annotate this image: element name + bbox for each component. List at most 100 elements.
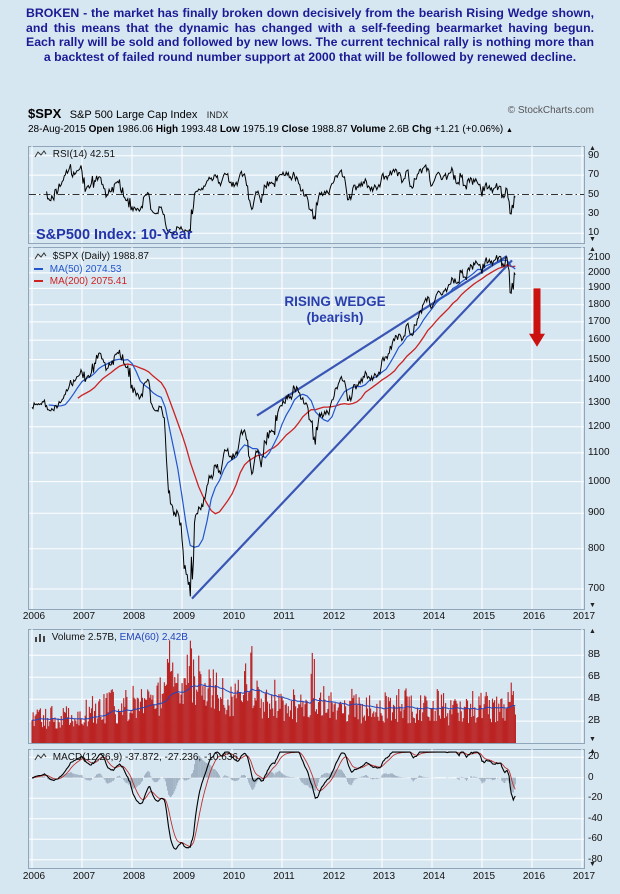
wedge-annotation: RISING WEDGE (bearish) xyxy=(230,294,440,326)
macd-legend: MACD(12,26,9) -37.872, -27.236, -10.636 xyxy=(34,752,238,765)
x-tick-label: 2007 xyxy=(72,611,96,622)
wedge-annotation-line1: RISING WEDGE xyxy=(284,294,386,309)
x-tick-label: 2008 xyxy=(122,611,146,622)
x-tick-label: 2012 xyxy=(322,611,346,622)
macd-panel xyxy=(28,749,585,869)
quote-field-label: High xyxy=(153,124,181,135)
y-tick-label: 10 xyxy=(588,227,600,239)
x-tick-label: 2011 xyxy=(273,871,295,882)
chart-title-annotation: S&P500 Index: 10-Year xyxy=(36,227,193,243)
y-tick-label: 1200 xyxy=(588,420,611,432)
y-tick-label: 1900 xyxy=(588,282,611,294)
quote-fields: Open 1986.06 High 1993.48 Low 1975.19 Cl… xyxy=(89,124,504,135)
macd-value-3: -10.636 xyxy=(204,752,238,763)
price-legend: $SPX (Daily) 1988.87 MA(50) 2074.53 MA(2… xyxy=(34,251,149,289)
macd-value-1: -37.872, xyxy=(125,752,162,763)
volume-ema-label: EMA(60) 2.42B xyxy=(119,632,188,643)
x-tick-label: 2017 xyxy=(572,611,596,622)
x-tick-label: 2009 xyxy=(172,871,196,882)
y-tick-label: 50 xyxy=(588,188,600,200)
x-tick-label: 2012 xyxy=(322,871,346,882)
index-name: S&P 500 Large Cap Index xyxy=(69,109,198,121)
bar-chart-icon xyxy=(35,633,45,642)
y-tick-label: 1500 xyxy=(588,353,611,365)
ma200-legend-label: MA(200) 2075.41 xyxy=(49,276,128,287)
rsi-legend-label: RSI(14) 42.51 xyxy=(52,149,116,160)
quote-field-label: Chg xyxy=(409,124,435,135)
quote-date: 28-Aug-2015 xyxy=(28,124,86,135)
ma200-swatch-icon xyxy=(34,280,43,283)
volume-panel xyxy=(28,629,585,744)
y-tick-label: -20 xyxy=(588,792,603,804)
analyst-commentary: BROKEN - the market has finally broken d… xyxy=(26,6,594,64)
y-tick-label: 1800 xyxy=(588,298,611,310)
x-tick-label: 2016 xyxy=(522,611,546,622)
y-tick-label: -80 xyxy=(588,853,603,865)
quote-field-value: 2.6B xyxy=(388,124,410,135)
x-tick-label: 2016 xyxy=(522,871,546,882)
quote-field-value: 1993.48 xyxy=(180,124,218,135)
y-tick-label: 1100 xyxy=(588,446,610,458)
y-tick-label: 0 xyxy=(588,771,594,783)
y-tick-label: 2100 xyxy=(588,252,611,264)
x-tick-label: 2015 xyxy=(472,871,496,882)
copyright-label: © StockCharts.com xyxy=(507,105,594,116)
y-tick-label: 800 xyxy=(588,542,605,554)
axis-scroll-down-icon: ▼ xyxy=(589,736,596,743)
y-tick-label: 2B xyxy=(588,715,601,727)
y-tick-label: 70 xyxy=(588,169,600,181)
line-chart-icon xyxy=(34,149,47,158)
x-tick-label: 2008 xyxy=(122,871,146,882)
x-tick-label: 2013 xyxy=(372,611,396,622)
y-tick-label: 90 xyxy=(588,149,600,161)
quote-field-label: Volume xyxy=(347,124,389,135)
chart-header: $SPX S&P 500 Large Cap Index INDX © Stoc… xyxy=(28,105,594,123)
wedge-annotation-line2: (bearish) xyxy=(306,310,364,325)
y-tick-label: 30 xyxy=(588,207,600,219)
exchange-label: INDX xyxy=(206,110,229,120)
axis-scroll-up-icon: ▲ xyxy=(589,748,596,755)
y-tick-label: 700 xyxy=(588,582,605,594)
rsi-legend: RSI(14) 42.51 xyxy=(34,149,115,162)
y-tick-label: -40 xyxy=(588,812,603,824)
x-tick-label: 2010 xyxy=(222,611,246,622)
axis-scroll-up-icon: ▲ xyxy=(589,628,596,635)
y-tick-label: 2000 xyxy=(588,266,611,278)
x-tick-label: 2017 xyxy=(572,871,596,882)
y-tick-label: 4B xyxy=(588,693,601,705)
x-tick-label: 2013 xyxy=(372,871,396,882)
y-tick-label: -60 xyxy=(588,833,603,845)
y-tick-label: 900 xyxy=(588,507,605,519)
axis-scroll-down-icon: ▼ xyxy=(589,861,596,868)
x-tick-label: 2014 xyxy=(422,871,446,882)
quote-field-value: 1975.19 xyxy=(242,124,279,135)
line-chart-icon xyxy=(34,752,47,761)
volume-legend: Volume 2.57B, EMA(60) 2.42B xyxy=(34,632,188,645)
ticker-symbol: $SPX xyxy=(28,106,62,121)
volume-legend-label: Volume 2.57B, xyxy=(51,632,117,643)
ma50-legend-label: MA(50) 2074.53 xyxy=(49,263,122,275)
ohlc-quote-line: 28-Aug-2015 Open 1986.06 High 1993.48 Lo… xyxy=(28,124,614,135)
y-tick-label: 1000 xyxy=(588,475,611,487)
x-tick-label: 2006 xyxy=(22,871,46,882)
quote-field-label: Close xyxy=(278,124,312,135)
macd-value-2: -27.236, xyxy=(164,752,202,763)
axis-scroll-up-icon: ▲ xyxy=(589,246,596,253)
x-tick-label: 2015 xyxy=(472,611,496,622)
quote-field-value: +1.21 (+0.06%) xyxy=(434,124,504,135)
x-tick-label: 2011 xyxy=(273,611,295,622)
y-tick-label: 6B xyxy=(588,671,601,683)
y-tick-label: 1600 xyxy=(588,334,611,346)
quote-field-value: 1988.87 xyxy=(311,124,348,135)
y-tick-label: 8B xyxy=(588,649,601,661)
axis-scroll-down-icon: ▼ xyxy=(589,602,596,609)
x-tick-label: 2006 xyxy=(22,611,46,622)
quote-field-value: 1986.06 xyxy=(116,124,154,135)
x-tick-label: 2010 xyxy=(222,871,246,882)
y-tick-label: 20 xyxy=(588,751,600,763)
line-chart-icon xyxy=(34,251,47,260)
ma50-swatch-icon xyxy=(34,267,43,270)
axis-scroll-down-icon: ▼ xyxy=(589,236,596,243)
x-tick-label: 2009 xyxy=(172,611,196,622)
